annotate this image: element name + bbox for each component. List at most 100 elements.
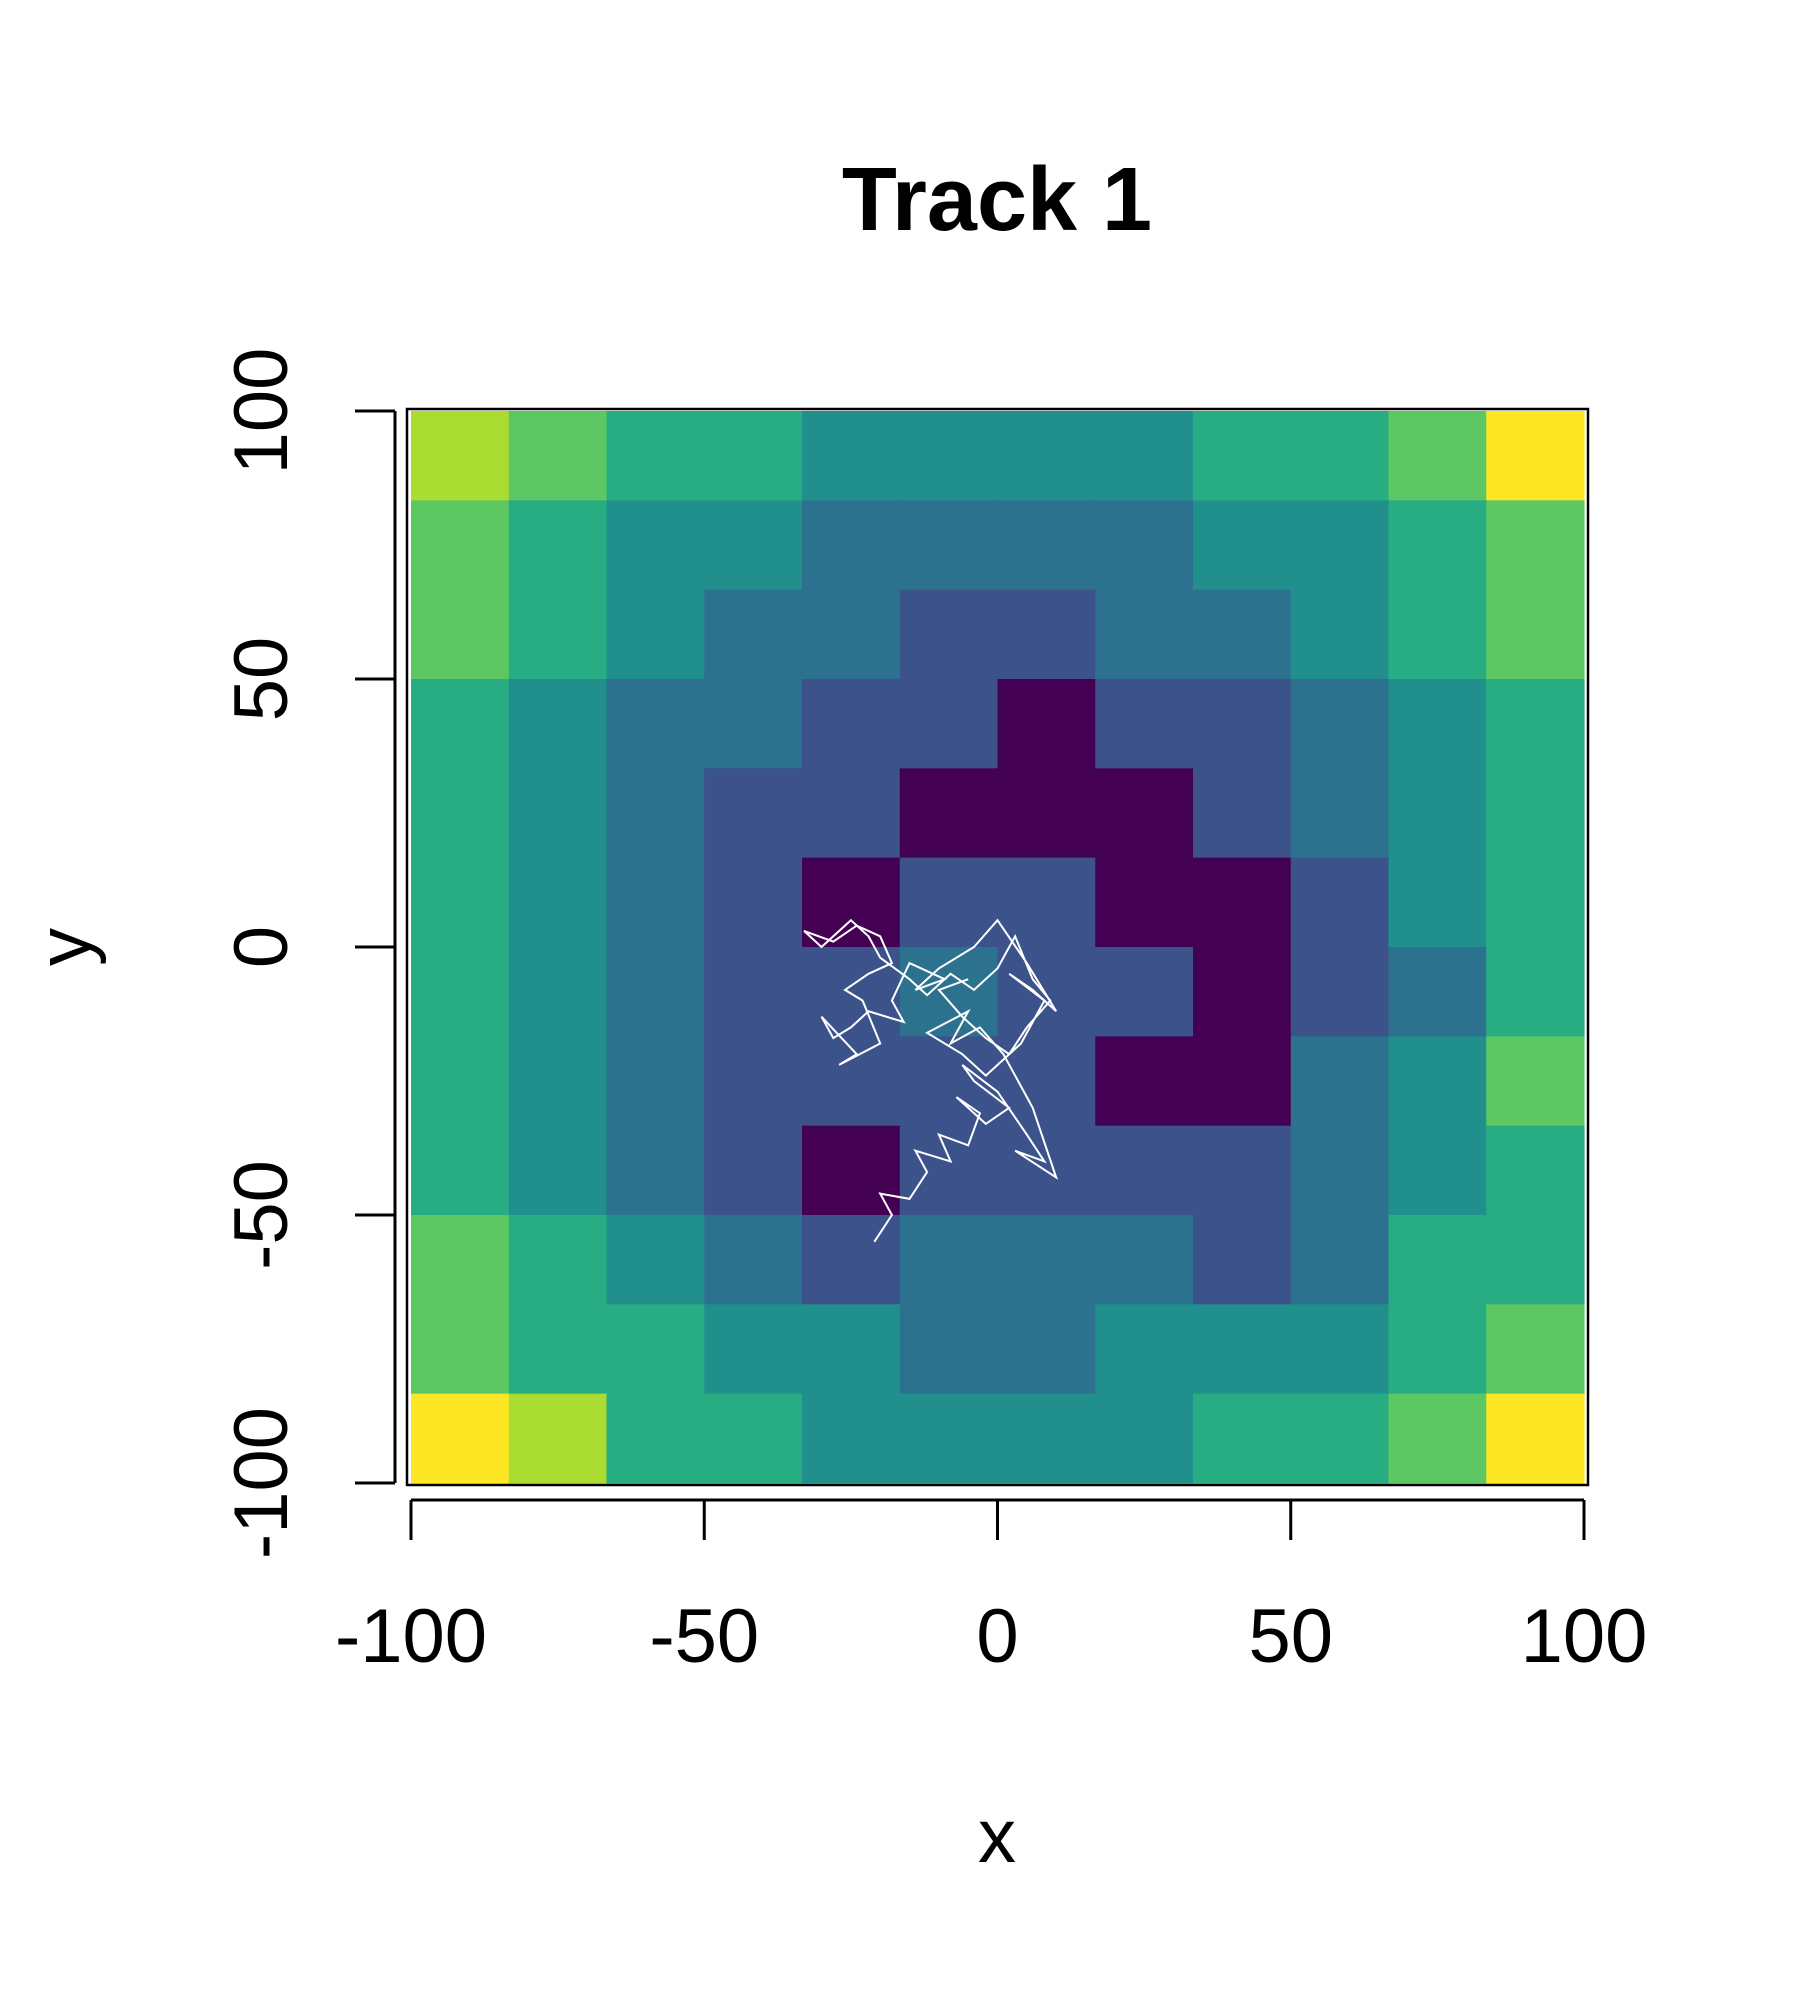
- raster-cell: [802, 679, 901, 769]
- raster-cell: [508, 1393, 608, 1484]
- raster-cell: [1193, 768, 1292, 859]
- raster-cell: [411, 1215, 510, 1305]
- raster-cell: [1388, 1125, 1487, 1216]
- raster-cell: [508, 1125, 608, 1216]
- y-tick-label: 50: [219, 637, 304, 722]
- raster-cell: [704, 1125, 803, 1216]
- raster-cell: [1388, 947, 1487, 1037]
- raster-cell: [997, 947, 1096, 1037]
- raster-cell: [508, 947, 608, 1037]
- raster-cell: [1290, 679, 1390, 769]
- raster-cell: [606, 1125, 705, 1216]
- raster-cell: [1290, 589, 1390, 680]
- raster-cell: [1193, 1215, 1292, 1305]
- raster-cell: [1388, 589, 1487, 680]
- raster-cell: [899, 411, 999, 501]
- raster-cell: [997, 1393, 1096, 1484]
- raster-cell: [997, 500, 1096, 591]
- raster-cell: [704, 589, 803, 680]
- raster-cell: [508, 679, 608, 769]
- raster-cell: [1095, 589, 1194, 680]
- raster-cell: [508, 589, 608, 680]
- raster-cell: [508, 1304, 608, 1395]
- raster-cell: [1290, 768, 1390, 859]
- y-tick-label: -50: [219, 1160, 304, 1270]
- raster-cell: [606, 1304, 705, 1395]
- raster-cell: [411, 411, 510, 501]
- raster-cell: [1095, 857, 1194, 948]
- raster-cell: [1388, 1215, 1487, 1305]
- raster-cell: [1388, 1304, 1487, 1395]
- raster-cell: [899, 679, 999, 769]
- raster-cell: [411, 857, 510, 948]
- raster-cell: [508, 500, 608, 591]
- raster-cell: [508, 768, 608, 859]
- raster-cell: [1486, 500, 1585, 591]
- x-tick-label: 0: [976, 1594, 1018, 1679]
- raster-cell: [1486, 1125, 1585, 1216]
- raster-cell: [1290, 1304, 1390, 1395]
- axes: -100 -50 0 50 100 -100 -50 0 50 100: [219, 348, 1647, 1679]
- raster-cell: [1193, 1036, 1292, 1127]
- raster-cell: [1095, 947, 1194, 1037]
- raster-cell: [997, 589, 1096, 680]
- raster-cell: [997, 857, 1096, 948]
- raster-cell: [802, 768, 901, 859]
- plot-border: [405, 407, 1590, 1487]
- x-tick-label: 100: [1521, 1594, 1648, 1679]
- raster-cell: [508, 411, 608, 501]
- raster-cell: [997, 411, 1096, 501]
- raster-cell: [1388, 1393, 1487, 1484]
- raster-cell: [1388, 768, 1487, 859]
- raster-cell: [606, 411, 705, 501]
- raster-cell: [899, 1393, 999, 1484]
- raster-cell: [1193, 857, 1292, 948]
- raster-cell: [802, 947, 901, 1037]
- raster-cell: [802, 857, 901, 948]
- raster-cell: [1486, 1304, 1585, 1395]
- raster-cell: [411, 589, 510, 680]
- raster-cell: [802, 589, 901, 680]
- raster-cell: [1193, 589, 1292, 680]
- raster-cell: [802, 411, 901, 501]
- raster-cell: [704, 411, 803, 501]
- raster-cell: [704, 1304, 803, 1395]
- track-layer: [803, 918, 1059, 1243]
- raster-cell: [1193, 1393, 1292, 1484]
- raster-cell: [802, 1304, 901, 1395]
- raster-cell: [899, 589, 999, 680]
- raster-cell: [704, 1215, 803, 1305]
- raster-cell: [411, 1393, 510, 1484]
- raster-cell: [802, 1215, 901, 1305]
- raster-cell: [606, 679, 705, 769]
- raster-cell: [802, 1036, 901, 1127]
- x-tick-label: -50: [649, 1594, 759, 1679]
- raster-cell: [1388, 1036, 1487, 1127]
- raster: [405, 407, 1590, 1487]
- raster-cell: [1095, 1393, 1194, 1484]
- raster-cell: [1095, 768, 1194, 859]
- raster-cell: [411, 679, 510, 769]
- raster-cell: [606, 500, 705, 591]
- raster-cell: [899, 1215, 999, 1305]
- raster-cell: [411, 1125, 510, 1216]
- raster-cell: [1486, 768, 1585, 859]
- raster-cell: [1290, 411, 1390, 501]
- raster-cell: [1095, 411, 1194, 501]
- x-tick-label: 50: [1248, 1594, 1333, 1679]
- raster-cell: [997, 679, 1096, 769]
- raster-cell: [1193, 1304, 1292, 1395]
- raster-cell: [704, 1393, 803, 1484]
- raster-cell: [704, 1036, 803, 1127]
- raster-cell: [1193, 947, 1292, 1037]
- raster-cell: [1290, 1125, 1390, 1216]
- raster-cell: [411, 1304, 510, 1395]
- raster-cell: [704, 679, 803, 769]
- raster-cell: [411, 947, 510, 1037]
- raster-cell: [1095, 1304, 1194, 1395]
- raster-cell: [704, 857, 803, 948]
- raster-cell: [411, 768, 510, 859]
- raster-cell: [1193, 1125, 1292, 1216]
- raster-cell: [1388, 857, 1487, 948]
- raster-cell: [1290, 1215, 1390, 1305]
